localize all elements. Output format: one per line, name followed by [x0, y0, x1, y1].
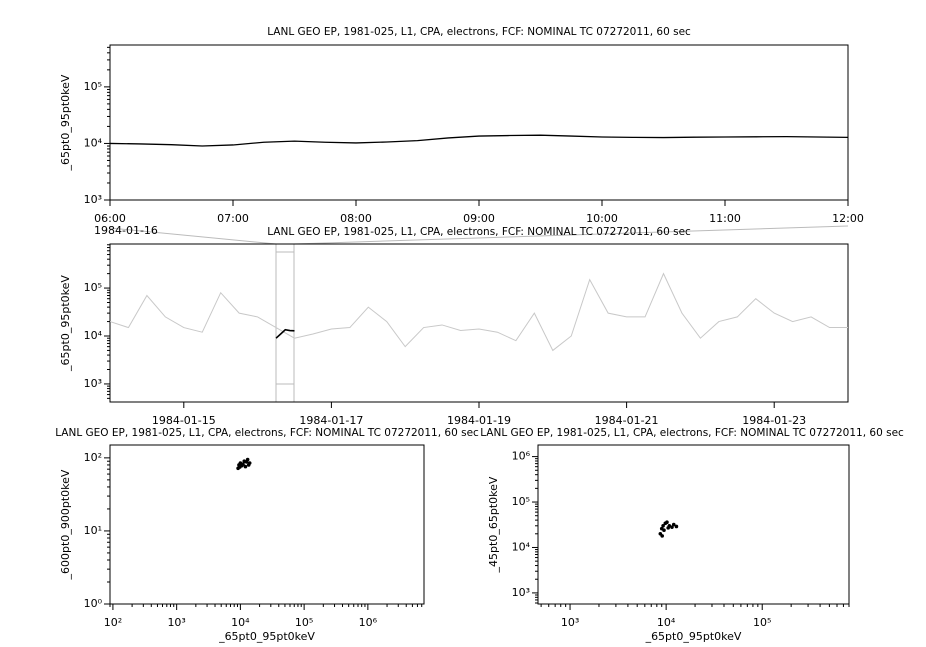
data-line [109, 134, 849, 147]
x-tick-label: 10⁵ [753, 616, 771, 629]
data-point [666, 526, 670, 530]
chart-title: LANL GEO EP, 1981-025, L1, CPA, electron… [480, 427, 904, 439]
x-date-label: 1984-01-16 [94, 224, 158, 237]
y-tick-label: 10⁵ [84, 80, 102, 93]
x-tick-label: 1984-01-19 [447, 414, 511, 427]
chart-title: LANL GEO EP, 1981-025, L1, CPA, electron… [267, 26, 691, 38]
x-tick-label: 07:00 [217, 212, 249, 225]
x-tick-label: 10³ [167, 616, 185, 629]
x-tick-label: 10⁶ [359, 616, 378, 629]
y-axis-label: _45pt0_65pt0keV [487, 476, 500, 573]
y-tick-label: 10¹ [84, 524, 102, 537]
y-tick-label: 10⁴ [84, 329, 103, 342]
connector-line [293, 225, 849, 245]
x-tick-label: 06:00 [94, 212, 126, 225]
y-axis-label: _65pt0_95pt0keV [59, 74, 72, 171]
plot-frame [537, 444, 850, 605]
x-tick-label: 10⁴ [231, 616, 250, 629]
y-tick-label: 10² [84, 451, 102, 464]
data-line [109, 272, 848, 352]
data-line [275, 328, 295, 339]
data-point [243, 464, 248, 469]
y-tick-label: 10⁶ [512, 450, 531, 463]
y-tick-label: 10⁵ [84, 281, 102, 294]
x-tick-label: 09:00 [463, 212, 495, 225]
data-point [671, 522, 676, 527]
x-tick-label: 08:00 [340, 212, 372, 225]
chart: LANL GEO EP, 1981-025, L1, CPA, electron… [59, 226, 849, 427]
x-tick-label: 11:00 [709, 212, 741, 225]
data-point [241, 462, 245, 466]
data-point [662, 528, 666, 532]
chart: LANL GEO EP, 1981-025, L1, CPA, electron… [55, 427, 479, 643]
data-point [661, 523, 665, 528]
x-tick-label: 10⁴ [657, 616, 676, 629]
data-point [670, 525, 674, 529]
x-axis-label: _65pt0_95pt0keV [645, 630, 742, 643]
x-tick-label: 10² [104, 616, 122, 629]
connector-line [109, 227, 277, 245]
x-tick-label: 10³ [561, 616, 579, 629]
chart: LANL GEO EP, 1981-025, L1, CPA, electron… [480, 427, 904, 643]
x-axis-label: _65pt0_95pt0keV [218, 630, 315, 643]
data-point [674, 524, 679, 529]
data-point [245, 457, 250, 462]
x-tick-label: 1984-01-17 [299, 414, 363, 427]
x-tick-label: 10⁵ [295, 616, 313, 629]
plot-frame [109, 444, 425, 605]
data-point [665, 520, 669, 524]
data-point [660, 534, 664, 538]
y-axis-label: _65pt0_95pt0keV [59, 275, 72, 372]
chart-title: LANL GEO EP, 1981-025, L1, CPA, electron… [267, 226, 691, 238]
data-point [236, 466, 240, 471]
x-tick-label: 1984-01-21 [595, 414, 659, 427]
x-tick-label: 10:00 [586, 212, 618, 225]
y-axis-label: _600pt0_900pt0keV [59, 469, 72, 580]
chart-title: LANL GEO EP, 1981-025, L1, CPA, electron… [55, 427, 479, 439]
y-tick-label: 10⁵ [512, 495, 530, 508]
y-tick-label: 10⁰ [84, 597, 103, 610]
y-tick-label: 10⁴ [84, 136, 103, 149]
x-tick-label: 1984-01-23 [742, 414, 806, 427]
y-tick-label: 10³ [84, 193, 102, 206]
chart: LANL GEO EP, 1981-025, L1, CPA, electron… [59, 26, 864, 237]
x-tick-label: 12:00 [832, 212, 864, 225]
x-tick-label: 1984-01-15 [152, 414, 216, 427]
data-point [247, 461, 252, 465]
y-tick-label: 10⁴ [512, 540, 531, 553]
y-tick-label: 10³ [512, 586, 530, 599]
y-tick-label: 10³ [84, 377, 102, 390]
